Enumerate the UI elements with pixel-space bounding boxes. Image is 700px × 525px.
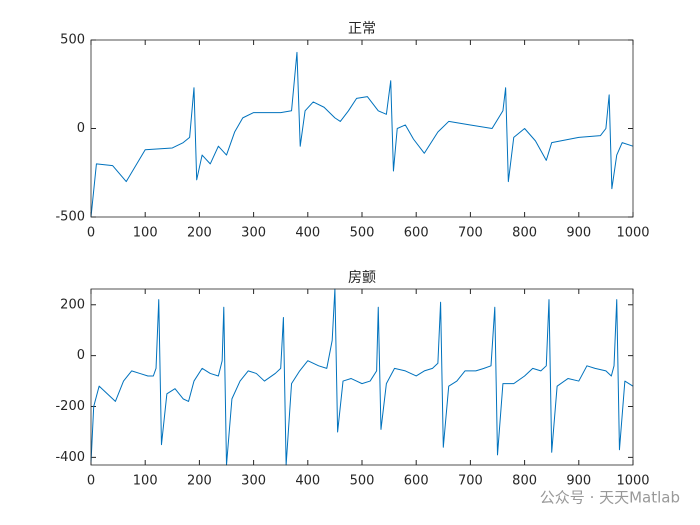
y-tick-label: 0 xyxy=(77,348,85,363)
y-tick-label: 200 xyxy=(60,297,85,312)
x-tick-label: 300 xyxy=(241,474,266,489)
x-tick-label: 900 xyxy=(566,226,591,241)
axes-background xyxy=(91,40,633,217)
x-tick-label: 600 xyxy=(404,226,429,241)
x-tick-label: 800 xyxy=(512,226,537,241)
x-tick-label: 100 xyxy=(133,474,158,489)
x-tick-label: 400 xyxy=(295,474,320,489)
x-tick-label: 700 xyxy=(458,474,483,489)
x-tick-label: 200 xyxy=(187,226,212,241)
x-tick-label: 800 xyxy=(512,474,537,489)
x-tick-label: 0 xyxy=(87,474,95,489)
y-tick-label: -200 xyxy=(55,399,85,414)
x-tick-label: 500 xyxy=(350,226,375,241)
axes-box xyxy=(90,39,634,218)
x-tick-label: 1000 xyxy=(616,226,649,241)
x-tick-label: 500 xyxy=(350,474,375,489)
chart-title: 房颤 xyxy=(348,270,376,286)
x-tick-label: 1000 xyxy=(616,474,649,489)
x-tick-label: 700 xyxy=(458,226,483,241)
x-tick-label: 200 xyxy=(187,474,212,489)
axes-box xyxy=(90,288,634,466)
axes-background xyxy=(91,289,633,465)
y-tick-label: -500 xyxy=(55,210,85,225)
x-tick-label: 0 xyxy=(87,226,95,241)
signal-line xyxy=(90,51,634,218)
y-tick-label: 500 xyxy=(60,33,85,48)
watermark: 公众号 · 天天Matlab xyxy=(540,489,680,507)
x-tick-label: 900 xyxy=(566,474,591,489)
y-tick-label: 0 xyxy=(77,121,85,136)
x-tick-label: 300 xyxy=(241,226,266,241)
x-tick-label: 600 xyxy=(404,474,429,489)
x-tick-label: 400 xyxy=(295,226,320,241)
x-tick-label: 100 xyxy=(133,226,158,241)
y-tick-label: -400 xyxy=(55,450,85,465)
chart-title: 正常 xyxy=(348,21,376,37)
signal-line xyxy=(90,288,634,466)
